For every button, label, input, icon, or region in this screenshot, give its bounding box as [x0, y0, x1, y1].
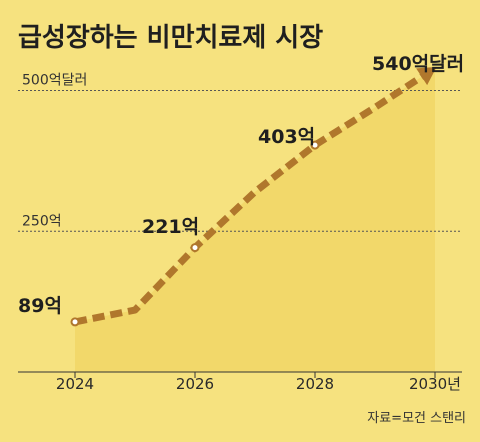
data-point-2026: [190, 243, 200, 253]
x-tick-label-2030: 2030년: [409, 375, 461, 393]
series-line: [74, 70, 429, 326]
reference-label-500: 500억달러: [22, 73, 87, 89]
data-label-2026: 221억: [142, 216, 199, 238]
data-label-2028: 403억: [258, 126, 315, 148]
data-label-2030: 540억달러: [372, 53, 464, 75]
data-point-2028: [310, 140, 320, 150]
arrow-head-icon: [416, 66, 437, 86]
x-tick-label-2026: 2026: [176, 375, 214, 393]
data-point-2024: [70, 317, 80, 327]
area-fill: [75, 68, 435, 372]
x-tick-label-2028: 2028: [296, 375, 334, 393]
x-tick-label-2024: 2024: [56, 375, 94, 393]
chart-title: 급성장하는 비만치료제 시장: [18, 23, 323, 53]
data-label-2024: 89억: [18, 295, 62, 317]
reference-label-250: 250억: [22, 213, 62, 229]
source-note: 자료=모건 스탠리: [367, 411, 466, 426]
